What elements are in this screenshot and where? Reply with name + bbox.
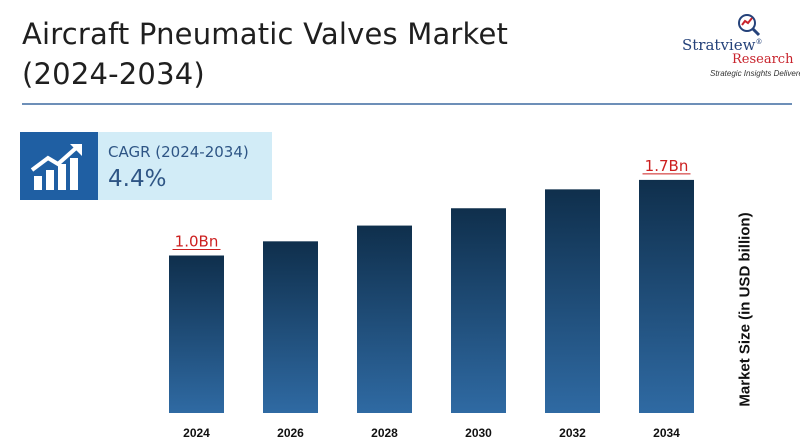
logo-tagline: Strategic Insights Delivered — [710, 69, 800, 78]
data-label-2024: 1.0Bn — [175, 233, 219, 251]
x-tick-label-2026: 2026 — [277, 426, 304, 440]
bar-2026 — [263, 241, 318, 413]
title-line-1: Aircraft Pneumatic Valves Market — [22, 17, 509, 51]
title-line-2: (2024-2034) — [22, 57, 205, 91]
y-axis-label: Market Size (in USD billion) — [736, 212, 754, 407]
x-tick-label-2030: 2030 — [465, 426, 492, 440]
cagr-panel: CAGR (2024-2034) 4.4% — [20, 132, 272, 200]
bar-2030 — [451, 208, 506, 413]
page-title: Aircraft Pneumatic Valves Market (2024-2… — [22, 14, 622, 94]
x-tick-label-2024: 2024 — [183, 426, 210, 440]
bar-2032 — [545, 189, 600, 413]
data-label-2034: 1.7Bn — [645, 157, 689, 175]
company-logo: Stratview® Research Strategic Insights D… — [660, 8, 800, 78]
logo-sub: Research — [732, 52, 794, 67]
x-tick-label-2034: 2034 — [653, 426, 680, 440]
logo-brand: Stratview® — [682, 36, 763, 54]
cagr-label: CAGR (2024-2034) — [108, 143, 249, 161]
bar-2024 — [169, 255, 224, 413]
bar-2034 — [639, 179, 694, 413]
x-tick-label-2032: 2032 — [559, 426, 586, 440]
cagr-value: 4.4% — [108, 166, 167, 192]
bar-2028 — [357, 225, 412, 413]
title-divider — [22, 103, 792, 105]
x-tick-label-2028: 2028 — [371, 426, 398, 440]
growth-chart-icon — [20, 132, 98, 200]
magnifier-globe-icon — [738, 14, 761, 37]
